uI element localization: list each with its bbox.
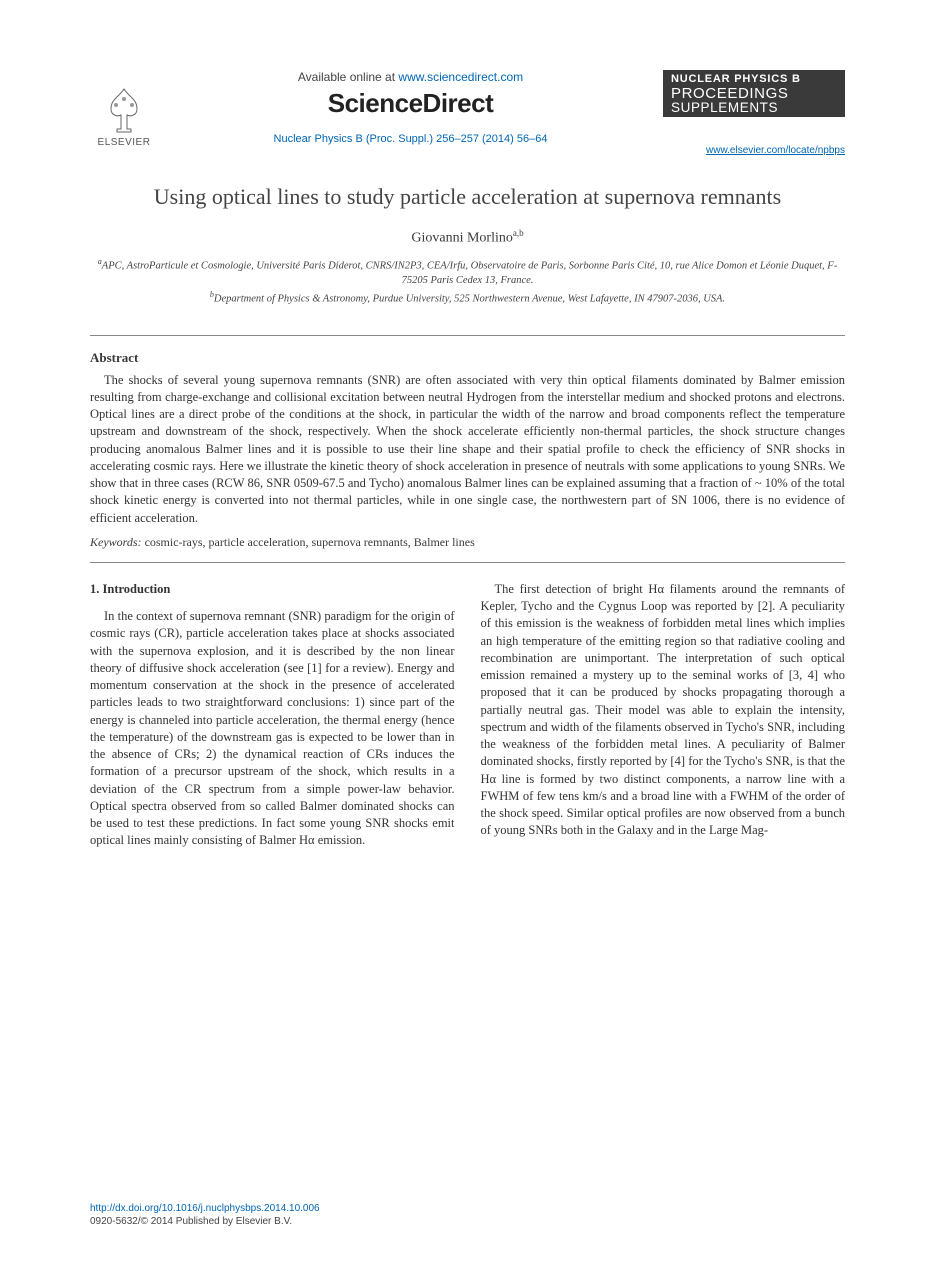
- author-line: Giovanni Morlinoa,b: [90, 228, 845, 247]
- available-online: Available online at www.sciencedirect.co…: [174, 70, 647, 84]
- section-1-col1: In the context of supernova remnant (SNR…: [90, 608, 455, 850]
- header: ELSEVIER Available online at www.science…: [90, 70, 845, 156]
- keywords-text: cosmic-rays, particle acceleration, supe…: [145, 535, 475, 549]
- header-right: NUCLEAR PHYSICS B PROCEEDINGS SUPPLEMENT…: [663, 70, 845, 156]
- doi-link[interactable]: http://dx.doi.org/10.1016/j.nuclphysbps.…: [90, 1203, 320, 1214]
- available-prefix: Available online at: [298, 70, 399, 84]
- rule-bottom: [90, 562, 845, 563]
- sciencedirect-link[interactable]: www.sciencedirect.com: [398, 70, 523, 84]
- affiliation-a: aAPC, AstroParticule et Cosmologie, Univ…: [90, 257, 845, 288]
- abstract-heading: Abstract: [90, 350, 845, 366]
- section-1-col2: The first detection of bright Hα filamen…: [481, 581, 846, 840]
- section-1-heading: 1. Introduction: [90, 581, 455, 598]
- copyright-line: 0920-5632/© 2014 Published by Elsevier B…: [90, 1216, 292, 1227]
- elsevier-logo: ELSEVIER: [90, 70, 158, 148]
- proc-line1: NUCLEAR PHYSICS B: [671, 74, 837, 86]
- column-right: The first detection of bright Hα filamen…: [481, 581, 846, 850]
- column-left: 1. Introduction In the context of supern…: [90, 581, 455, 850]
- journal-reference[interactable]: Nuclear Physics B (Proc. Suppl.) 256–257…: [174, 133, 647, 145]
- author-sup: a,b: [513, 228, 524, 238]
- keywords-line: Keywords: cosmic-rays, particle accelera…: [90, 535, 845, 550]
- footer: http://dx.doi.org/10.1016/j.nuclphysbps.…: [90, 1202, 320, 1228]
- affiliation-b: bDepartment of Physics & Astronomy, Purd…: [90, 290, 845, 307]
- article-title: Using optical lines to study particle ac…: [90, 184, 845, 210]
- elsevier-tree-icon: [99, 85, 149, 135]
- proc-line2: PROCEEDINGS: [671, 86, 837, 102]
- locate-link[interactable]: www.elsevier.com/locate/npbps: [663, 145, 845, 156]
- sciencedirect-wordmark: ScienceDirect: [174, 88, 647, 119]
- affil-b-text: Department of Physics & Astronomy, Purdu…: [214, 293, 725, 304]
- header-center: Available online at www.sciencedirect.co…: [158, 70, 663, 145]
- body-columns: 1. Introduction In the context of supern…: [90, 581, 845, 850]
- proceedings-box: NUCLEAR PHYSICS B PROCEEDINGS SUPPLEMENT…: [663, 70, 845, 117]
- proc-line3: SUPPLEMENTS: [671, 101, 837, 115]
- rule-top: [90, 335, 845, 336]
- author-name: Giovanni Morlino: [411, 231, 513, 246]
- affil-a-text: APC, AstroParticule et Cosmologie, Unive…: [102, 261, 837, 286]
- abstract-text: The shocks of several young supernova re…: [90, 372, 845, 527]
- elsevier-label: ELSEVIER: [98, 137, 151, 148]
- keywords-label: Keywords:: [90, 535, 142, 549]
